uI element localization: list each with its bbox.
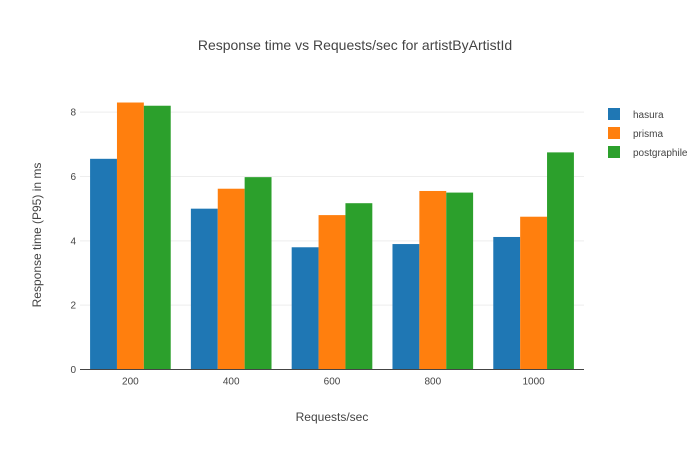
legend-label: hasura	[633, 110, 664, 121]
legend-label: prisma	[633, 129, 663, 140]
bar-hasura-600[interactable]	[291, 247, 319, 370]
legend-swatch	[608, 108, 620, 120]
legend-label: postgraphile	[633, 148, 688, 159]
legend-swatch	[608, 146, 620, 158]
y-tick-label: 8	[70, 108, 76, 119]
bar-prisma-1000[interactable]	[520, 216, 548, 370]
bar-prisma-800[interactable]	[419, 190, 447, 370]
bar-postgraphile-1000[interactable]	[547, 152, 574, 370]
x-tick-label: 1000	[522, 377, 545, 388]
y-tick-label: 0	[70, 365, 76, 376]
bar-postgraphile-600[interactable]	[345, 203, 373, 370]
bar-hasura-1000[interactable]	[493, 236, 521, 370]
x-tick-label: 800	[424, 377, 441, 388]
legend-item-postgraphile[interactable]: postgraphile	[608, 146, 688, 159]
bar-postgraphile-400[interactable]	[244, 177, 272, 370]
bar-prisma-600[interactable]	[318, 215, 346, 370]
x-tick-label: 600	[324, 377, 341, 388]
bar-prisma-400[interactable]	[217, 188, 245, 370]
bar-postgraphile-200[interactable]	[143, 105, 171, 370]
x-tick-label: 400	[223, 377, 240, 388]
chart-title: Response time vs Requests/sec for artist…	[198, 37, 512, 53]
legend-item-prisma[interactable]: prisma	[608, 127, 663, 140]
x-tick-label: 200	[122, 377, 139, 388]
legend[interactable]: hasura prisma postgraphile	[608, 108, 688, 159]
y-tick-labels: 0 2 4 6 8	[70, 108, 76, 376]
bar-postgraphile-800[interactable]	[446, 192, 474, 370]
y-axis-title: Response time (P95) in ms	[30, 163, 44, 308]
bar-prisma-200[interactable]	[116, 102, 144, 370]
legend-swatch	[608, 127, 620, 139]
bar-hasura-400[interactable]	[190, 208, 218, 370]
y-tick-label: 6	[70, 172, 76, 183]
x-tick-labels: 200 400 600 800 1000	[122, 377, 545, 388]
legend-item-hasura[interactable]: hasura	[608, 108, 664, 121]
bars	[90, 102, 574, 370]
y-tick-label: 4	[70, 236, 76, 247]
bar-hasura-800[interactable]	[392, 244, 420, 370]
bar-hasura-200[interactable]	[90, 158, 117, 370]
x-axis-title: Requests/sec	[296, 410, 369, 424]
y-tick-label: 2	[70, 301, 76, 312]
